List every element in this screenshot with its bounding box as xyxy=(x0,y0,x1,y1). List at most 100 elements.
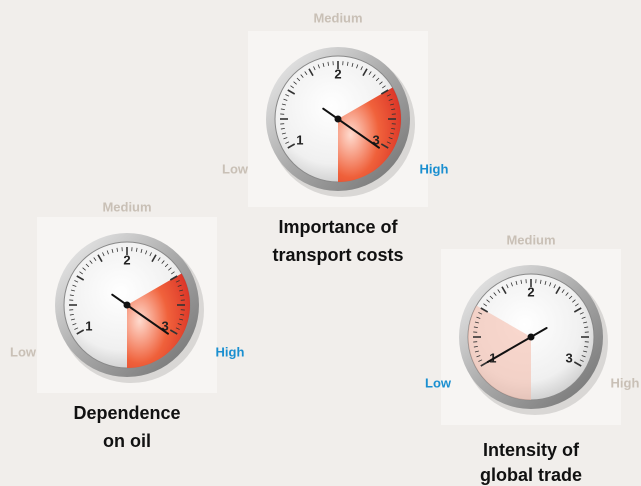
dial-tick xyxy=(180,294,185,297)
dial-tick xyxy=(70,289,75,292)
dial-tick xyxy=(346,61,349,66)
needle xyxy=(486,327,548,363)
dial-tick xyxy=(474,350,479,353)
gauge-title: on oil xyxy=(103,431,151,451)
dial-tick xyxy=(327,61,330,66)
dial-tick xyxy=(169,275,178,281)
dial-number: 1 xyxy=(296,132,303,147)
dial-tick xyxy=(287,143,296,149)
dial-tick xyxy=(573,307,582,313)
dial-tick xyxy=(290,85,294,89)
dial-tick xyxy=(82,267,86,271)
dial-tick xyxy=(151,254,157,263)
dial-tick xyxy=(390,103,395,106)
dial-tick xyxy=(372,74,376,78)
dial-tick xyxy=(493,292,497,296)
dial-tick xyxy=(520,279,523,284)
label-high: High xyxy=(611,375,640,390)
dial-tick xyxy=(573,361,582,367)
dial-tick xyxy=(478,312,483,315)
dial-tick xyxy=(476,355,481,358)
dial-tick xyxy=(285,141,290,144)
gauge-zone xyxy=(467,305,531,400)
dial-number: 1 xyxy=(85,318,92,333)
dial-tick xyxy=(553,284,556,289)
needle-hub xyxy=(334,115,342,123)
dial-tick xyxy=(281,103,286,106)
dial-tick xyxy=(161,260,165,264)
dial-tick xyxy=(97,254,103,263)
dial-tick xyxy=(483,303,487,307)
label-low: Low xyxy=(10,344,37,359)
dial-tick xyxy=(379,81,383,85)
dial-tick xyxy=(506,284,509,289)
dial-tick xyxy=(293,81,297,85)
dial-tick xyxy=(380,143,389,149)
dial-tick xyxy=(489,295,494,300)
dial-tick xyxy=(175,280,180,283)
dial-number: 3 xyxy=(565,350,572,365)
dial-tick xyxy=(568,295,573,300)
dial-tick xyxy=(391,108,396,111)
dial-tick xyxy=(565,292,569,296)
dial-tick xyxy=(380,89,389,95)
gauge-title: Importance of xyxy=(278,217,398,237)
dial-tick xyxy=(322,62,325,67)
dial-tick xyxy=(74,280,79,283)
dial-tick xyxy=(89,260,93,264)
dial-tick xyxy=(169,329,178,335)
gauge-zone xyxy=(127,273,190,368)
dial-number: 3 xyxy=(161,318,168,333)
dial-tick xyxy=(561,289,565,293)
dial-tick xyxy=(180,313,185,316)
dial-tick xyxy=(476,316,481,319)
dial-tick xyxy=(388,137,393,140)
dial-tick xyxy=(164,263,169,268)
dial-number: 2 xyxy=(334,66,341,81)
dial-tick xyxy=(69,313,74,316)
dial-tick xyxy=(79,271,83,275)
dial-tick xyxy=(581,355,586,358)
label-medium: Medium xyxy=(313,10,362,25)
dial-tick xyxy=(390,132,395,135)
dial-tick xyxy=(283,137,288,140)
dial-tick xyxy=(510,282,513,287)
dial-tick xyxy=(85,263,90,268)
dial-tick xyxy=(111,248,114,253)
dial-tick xyxy=(102,252,105,257)
dial-tick xyxy=(168,267,172,271)
dial-tick xyxy=(572,299,576,303)
dial-tick xyxy=(69,294,74,297)
dial-tick xyxy=(145,250,148,255)
needle xyxy=(111,293,169,335)
dial-tick xyxy=(74,327,79,330)
gauge-title: Intensity of xyxy=(483,440,580,460)
dial-tick xyxy=(360,66,363,71)
dial-tick xyxy=(375,77,380,82)
needle xyxy=(322,107,380,149)
dial-tick xyxy=(76,275,85,281)
label-low: Low xyxy=(222,161,249,176)
dial-tick xyxy=(584,345,589,348)
dial-tick xyxy=(473,345,478,348)
dial-tick xyxy=(285,94,290,97)
label-high: High xyxy=(216,344,245,359)
dial-tick xyxy=(177,323,182,326)
dial-tick xyxy=(72,284,77,287)
dial-tick xyxy=(106,250,109,255)
gauge-zone xyxy=(338,87,402,182)
dial-tick xyxy=(179,289,184,292)
dial-tick xyxy=(296,77,301,82)
dial-tick xyxy=(308,68,314,77)
dial-tick xyxy=(171,271,175,275)
dial-tick xyxy=(76,329,85,335)
gauge-title: global trade xyxy=(480,465,582,485)
dial-tick xyxy=(575,303,579,307)
dial-tick xyxy=(391,127,396,130)
dial-tick xyxy=(544,280,547,285)
dial-number: 2 xyxy=(123,252,130,267)
dial-tick xyxy=(388,98,393,101)
dial-tick xyxy=(175,327,180,330)
dial-tick xyxy=(116,247,119,252)
dial-tick xyxy=(317,64,320,69)
